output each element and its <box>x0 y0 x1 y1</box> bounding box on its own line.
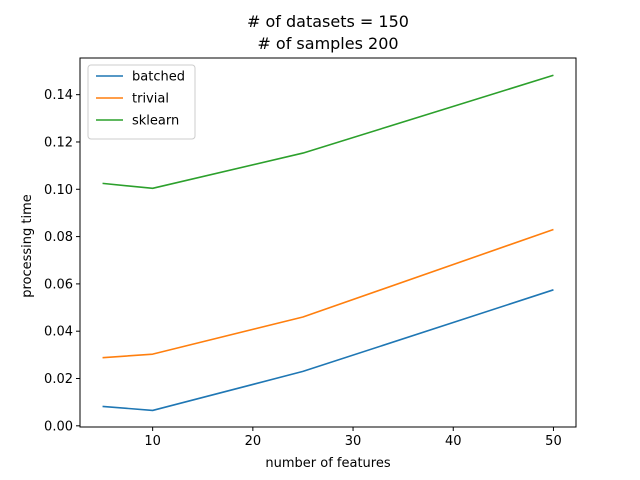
y-tick-label: 0.14 <box>44 88 73 103</box>
x-tick-label: 50 <box>545 434 562 449</box>
x-axis: 10 20 30 40 50 <box>144 427 562 449</box>
y-tick-label: 0.10 <box>44 183 73 198</box>
y-axis: 0.00 0.02 0.04 0.06 0.08 0.10 0.12 0.14 <box>44 88 80 434</box>
x-tick-label: 40 <box>445 434 462 449</box>
legend: batched trivial sklearn <box>87 64 196 140</box>
legend-label-sklearn: sklearn <box>132 114 179 129</box>
y-tick-label: 0.02 <box>44 372 73 387</box>
x-tick-label: 20 <box>245 434 262 449</box>
x-tick-label: 10 <box>144 434 161 449</box>
x-axis-label: number of features <box>265 456 390 471</box>
y-tick-label: 0.06 <box>44 277 73 292</box>
legend-label-trivial: trivial <box>132 92 169 107</box>
legend-label-batched: batched <box>132 70 185 85</box>
y-tick-label: 0.00 <box>44 419 73 434</box>
chart-title: # of datasets = 150 # of samples 200 <box>247 12 409 53</box>
y-tick-label: 0.08 <box>44 230 73 245</box>
x-tick-label: 30 <box>345 434 362 449</box>
chart-title-line-1: # of datasets = 150 <box>247 12 409 31</box>
y-tick-label: 0.04 <box>44 325 73 340</box>
series-line-batched <box>102 289 554 412</box>
series-line-trivial <box>102 228 554 359</box>
axes-frame <box>79 57 577 428</box>
chart-title-line-2: # of samples 200 <box>257 34 398 53</box>
plot-area <box>79 57 577 428</box>
y-axis-label: processing time <box>20 194 35 298</box>
series-line-sklearn <box>102 74 554 190</box>
y-tick-label: 0.12 <box>44 135 73 150</box>
